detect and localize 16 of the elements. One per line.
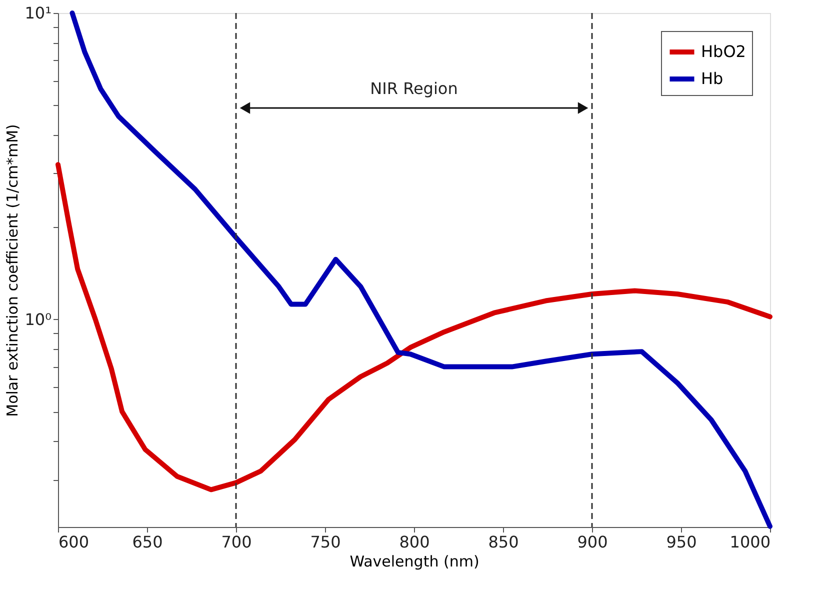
annotation: NIR Region: [370, 79, 458, 98]
x-tick-label: 800: [399, 532, 430, 552]
x-tick-label: 650: [132, 532, 163, 552]
legend-label: HbO2: [701, 42, 746, 61]
x-tick-label: 700: [221, 532, 252, 552]
y-tick-label: 10⁰: [24, 310, 52, 329]
x-tick-label: 1000: [730, 532, 770, 552]
x-tick-label: 900: [577, 532, 608, 552]
x-tick-label: 600: [58, 532, 90, 552]
x-tick-label: 750: [310, 532, 341, 552]
y-axis-title: Molar extinction coefficient (1/cm*mM): [4, 124, 22, 417]
y-tick-label: 10¹: [24, 4, 52, 22]
x-tick-label: 850: [488, 532, 519, 552]
x-axis-title: Wavelength (nm): [350, 552, 480, 570]
legend-label: Hb: [701, 69, 724, 88]
x-tick-label: 950: [666, 532, 697, 552]
